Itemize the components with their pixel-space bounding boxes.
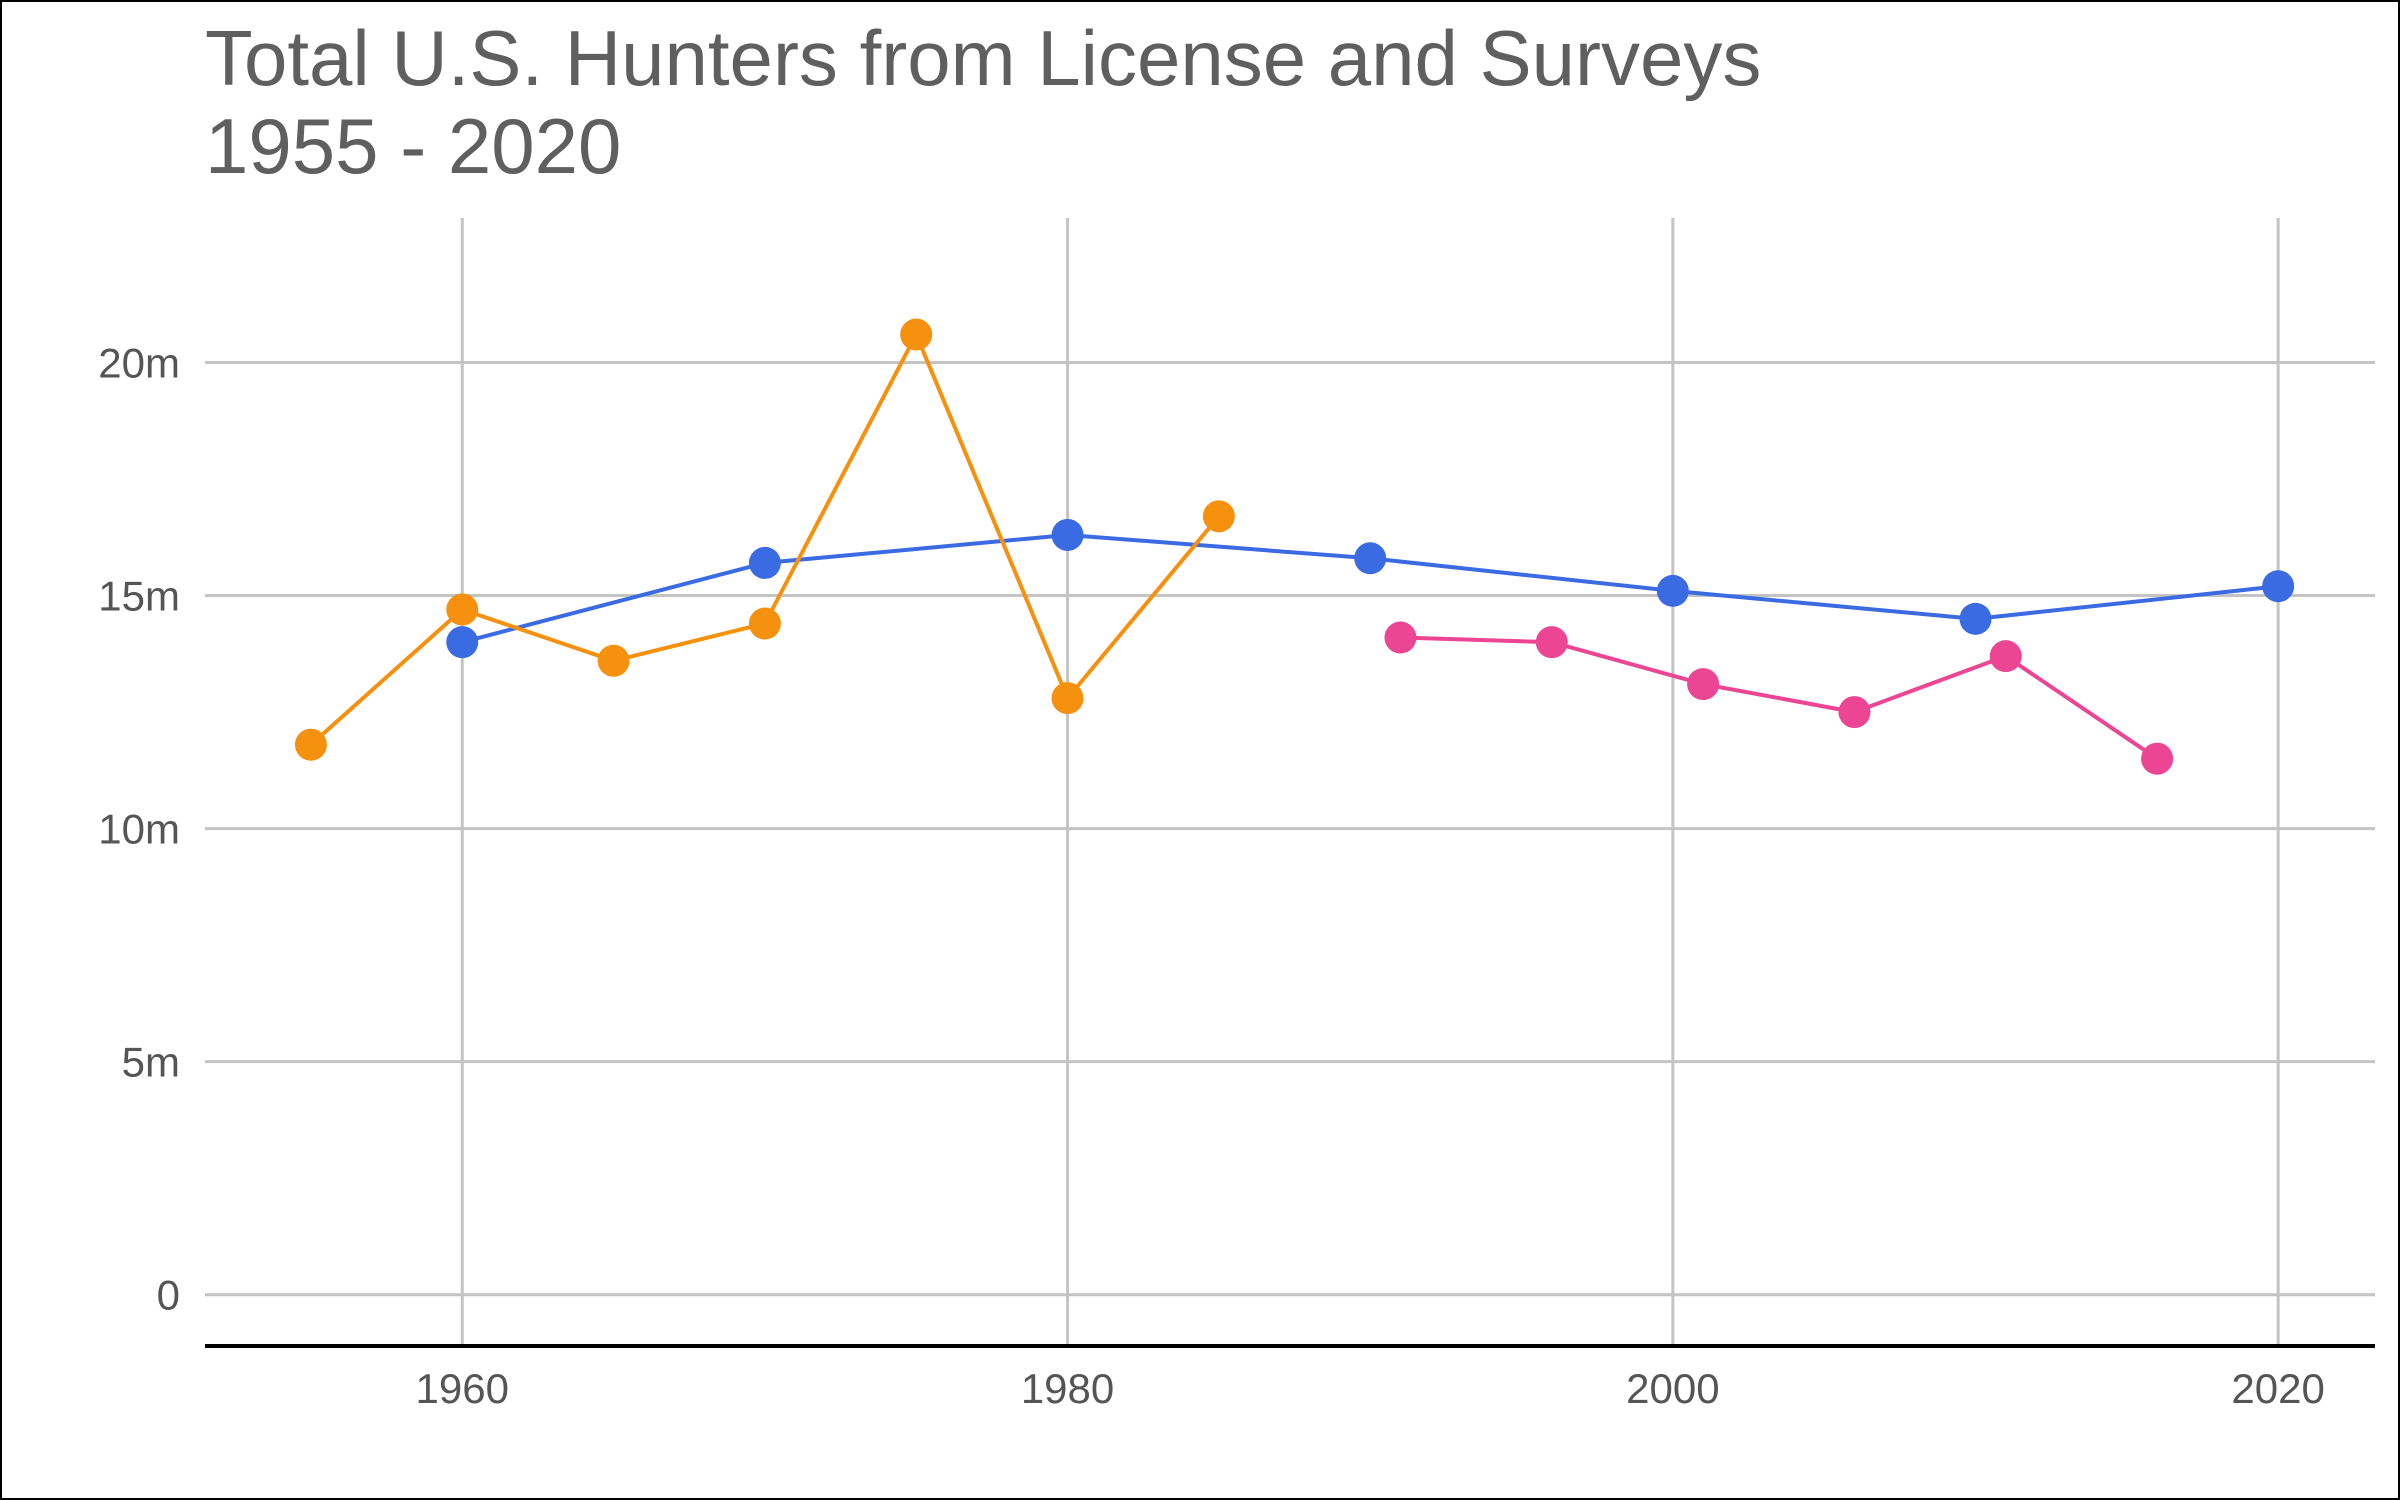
data-point (1656, 574, 1689, 607)
y-tick-label: 5m (122, 1039, 180, 1086)
series-line (1400, 635, 2159, 761)
chart-title-line-2: 1955 - 2020 (205, 102, 622, 190)
series-2 (294, 318, 1235, 761)
x-tick-label: 2020 (2231, 1365, 2324, 1412)
y-tick-label: 10m (98, 806, 180, 853)
data-point (1051, 682, 1084, 715)
y-tick-label: 20m (98, 339, 180, 386)
x-tick-label: 1960 (416, 1365, 509, 1412)
data-point (1989, 640, 2022, 673)
data-point (1959, 602, 1992, 635)
data-point (446, 626, 479, 659)
data-point (1051, 518, 1084, 551)
data-point (748, 546, 781, 579)
series-1 (446, 518, 2295, 659)
x-tick-label: 1980 (1021, 1365, 1114, 1412)
data-point (1354, 542, 1387, 575)
data-point (1687, 668, 1720, 701)
x-tick-label: 2000 (1626, 1365, 1719, 1412)
chart-title: Total U.S. Hunters from License and Surv… (205, 14, 1761, 190)
y-tick-label: 0 (157, 1272, 180, 1319)
series-3 (1384, 621, 2174, 775)
data-point (1838, 696, 1871, 729)
x-tick-labels: 1960 1980 2000 2020 (416, 1365, 2325, 1412)
data-point (446, 593, 479, 626)
data-point (597, 644, 630, 677)
data-point (2141, 742, 2174, 775)
series-group (294, 318, 2295, 775)
chart-title-line-1: Total U.S. Hunters from License and Surv… (205, 14, 1762, 102)
data-point (900, 318, 933, 351)
y-gridlines (205, 360, 2375, 1297)
data-point (748, 607, 781, 640)
data-point (294, 728, 327, 761)
y-tick-labels: 0 5m 10m 15m 20m (98, 339, 180, 1318)
y-tick-label: 15m (98, 573, 180, 620)
data-point (1202, 500, 1235, 533)
x-gridlines (460, 218, 2280, 1344)
data-point (1384, 621, 1417, 654)
data-point (2262, 570, 2295, 603)
data-point (1535, 626, 1568, 659)
